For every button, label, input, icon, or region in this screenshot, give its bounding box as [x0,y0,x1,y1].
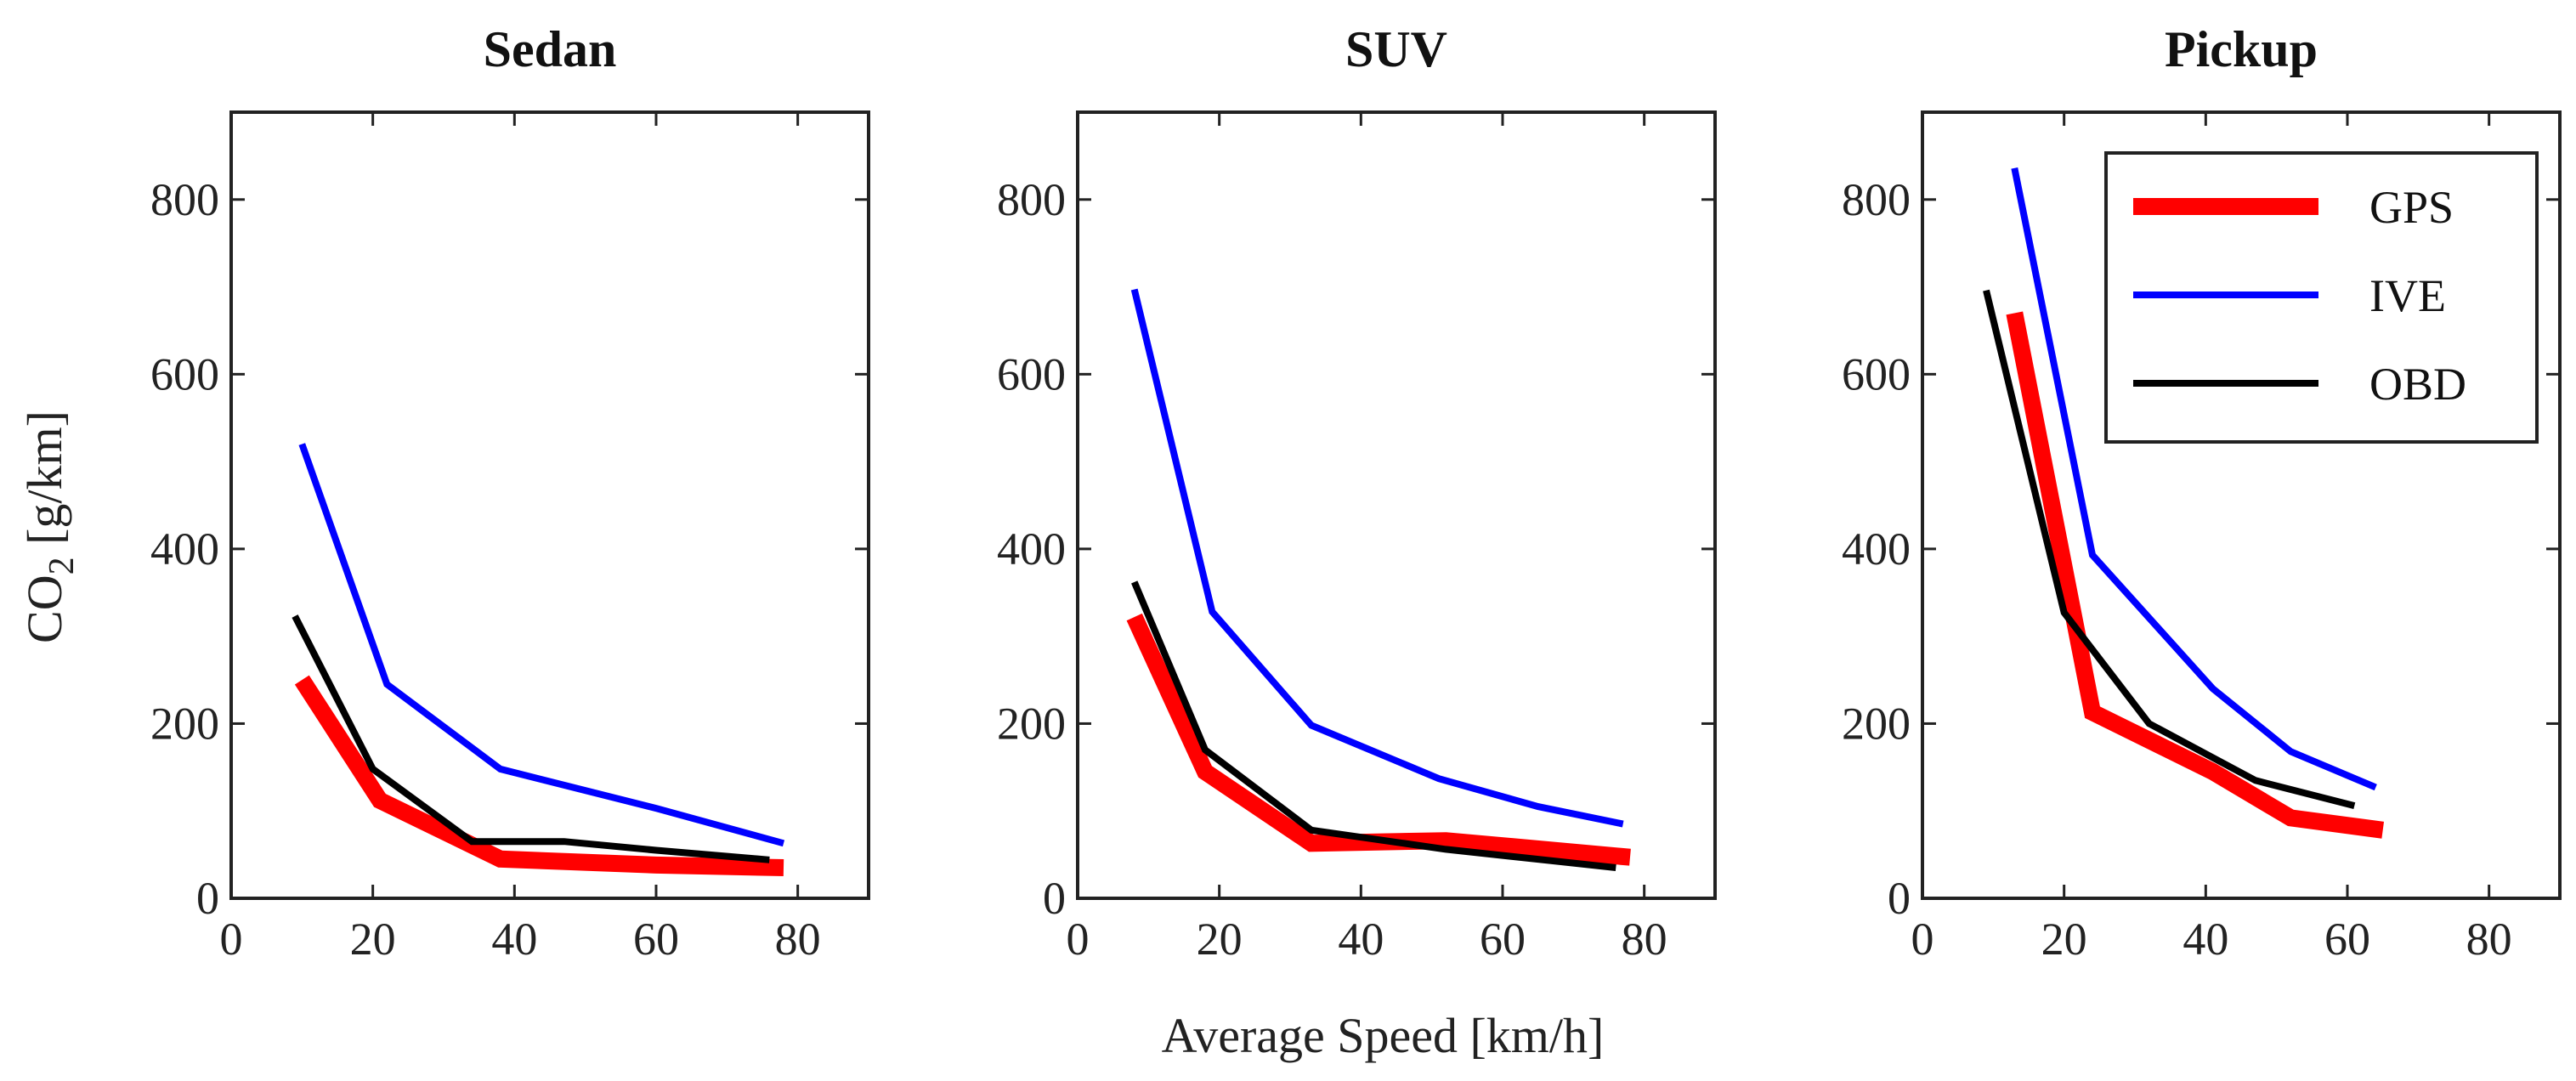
series-line-gps [2006,311,2385,839]
x-tick-label: 80 [1622,914,1667,965]
x-tick-label: 60 [1480,914,1526,965]
legend-label-obd: OBD [2369,359,2466,410]
y-axis-label-sub: 2 [42,557,82,574]
y-tick-label: 600 [1842,348,1911,399]
x-tick-label: 60 [2324,914,2370,965]
panel-title: Pickup [2165,21,2318,77]
y-tick-label: 400 [997,524,1066,574]
y-tick-label: 800 [997,174,1066,225]
series-line-obd [1983,289,2356,809]
y-tick-label: 0 [1888,873,1911,924]
legend: GPS IVE OBD [2104,151,2539,444]
x-tick-label: 0 [1911,914,1934,965]
y-axis-label-unit: [g/km] [17,410,72,557]
series-line-ive [1130,288,1624,828]
x-tick-label: 80 [2466,914,2512,965]
legend-label-ive: IVE [2369,270,2446,321]
y-tick-label: 200 [1842,698,1911,749]
y-tick-label: 600 [150,348,219,399]
x-tick-label: 40 [2183,914,2228,965]
series-line-obd [292,614,770,863]
x-tick-label: 40 [491,914,537,965]
y-tick-label: 800 [150,174,219,225]
series-line-gps [294,675,784,876]
series-group [292,443,785,876]
x-tick-label: 60 [633,914,679,965]
y-tick-label: 0 [196,873,219,924]
series-group [1983,167,2385,839]
series-line-obd [1131,580,1616,871]
x-tick-label: 20 [1197,914,1243,965]
x-tick-label: 80 [775,914,821,965]
y-tick-label: 200 [150,698,219,749]
axes-frame [1076,110,1717,900]
x-axis-label: Average Speed [km/h] [1162,1008,1605,1063]
panel-title: SUV [1345,21,1447,77]
y-tick-label: 200 [997,698,1066,749]
y-tick-label: 800 [1842,174,1911,225]
x-tick-label: 40 [1338,914,1384,965]
series-line-gps [1126,613,1631,866]
series-group [1126,288,1631,871]
y-axis-label-main: CO [17,574,72,643]
y-tick-label: 400 [150,524,219,574]
series-line-ive [2011,167,2377,791]
y-tick-label: 600 [997,348,1066,399]
axes-frame [229,110,870,900]
panel-title: Sedan [484,21,617,77]
x-tick-label: 20 [2041,914,2087,965]
y-axis-label: CO2 [g/km] [17,410,82,643]
x-tick-label: 0 [220,914,243,965]
x-tick-label: 20 [350,914,396,965]
y-tick-label: 0 [1043,873,1066,924]
legend-label-gps: GPS [2369,182,2454,233]
y-tick-label: 400 [1842,524,1911,574]
x-tick-label: 0 [1067,914,1090,965]
series-line-ive [298,443,785,847]
axes-frame [1921,110,2562,900]
